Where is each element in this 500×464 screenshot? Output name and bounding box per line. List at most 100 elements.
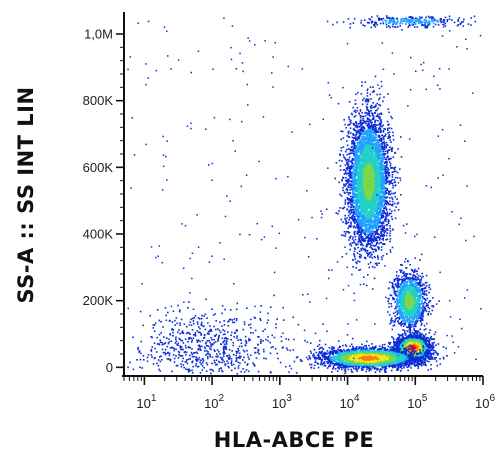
event-dot bbox=[354, 115, 357, 117]
event-dot bbox=[375, 104, 377, 106]
event-dot bbox=[354, 103, 357, 105]
event-dot bbox=[357, 241, 360, 243]
event-dot bbox=[358, 128, 360, 131]
event-dot bbox=[348, 236, 351, 239]
event-dot bbox=[376, 102, 379, 105]
event-dot bbox=[384, 218, 386, 221]
event-dot bbox=[380, 179, 383, 181]
event-dot bbox=[388, 111, 390, 114]
event-dot bbox=[380, 249, 383, 251]
event-dot bbox=[361, 99, 364, 102]
event-dot bbox=[350, 212, 353, 214]
event-dot bbox=[392, 186, 394, 189]
event-dot bbox=[388, 213, 391, 216]
event-dot bbox=[357, 222, 359, 224]
event-dot bbox=[377, 236, 379, 239]
event-dot bbox=[386, 155, 389, 157]
event-dot bbox=[345, 148, 348, 151]
event-dot bbox=[359, 120, 362, 123]
event-dot bbox=[364, 157, 366, 159]
event-dot bbox=[368, 111, 370, 114]
event-dot bbox=[366, 178, 368, 181]
event-dot bbox=[385, 234, 388, 237]
event-dot bbox=[352, 166, 355, 168]
event-dot bbox=[380, 235, 382, 237]
event-dot bbox=[370, 232, 372, 235]
event-dot bbox=[359, 125, 361, 127]
event-dot bbox=[358, 219, 360, 221]
event-dot bbox=[343, 157, 346, 159]
event-dot bbox=[375, 238, 377, 240]
event-dot bbox=[359, 140, 361, 143]
event-dot bbox=[375, 200, 378, 202]
event-dot bbox=[361, 236, 364, 238]
event-dot bbox=[347, 160, 350, 163]
event-dot bbox=[350, 140, 353, 143]
event-dot bbox=[353, 250, 356, 253]
event-dot bbox=[376, 204, 379, 207]
event-dot bbox=[361, 133, 363, 135]
event-dot bbox=[386, 167, 389, 169]
event-dot bbox=[364, 256, 367, 259]
event-dot bbox=[347, 148, 350, 150]
event-dot bbox=[384, 177, 386, 179]
event-dot bbox=[370, 180, 373, 183]
event-dot bbox=[360, 213, 362, 215]
event-dot bbox=[399, 168, 401, 170]
event-dot bbox=[359, 198, 362, 200]
event-dot bbox=[372, 135, 375, 137]
event-dot bbox=[368, 200, 370, 203]
event-dot bbox=[382, 177, 385, 179]
event-dot bbox=[390, 215, 393, 218]
event-dot bbox=[376, 242, 378, 244]
event-dot bbox=[361, 227, 363, 230]
event-dot bbox=[384, 202, 387, 204]
event-dot bbox=[368, 155, 371, 158]
event-dot bbox=[367, 211, 370, 213]
event-dot bbox=[380, 207, 382, 209]
event-dot bbox=[352, 149, 354, 152]
event-dot bbox=[391, 179, 393, 181]
event-dot bbox=[356, 124, 358, 127]
event-dot bbox=[392, 184, 394, 187]
event-dot bbox=[353, 213, 355, 215]
event-dot bbox=[370, 246, 373, 249]
event-dot bbox=[380, 122, 382, 124]
event-dot bbox=[392, 156, 395, 158]
event-dot bbox=[348, 118, 351, 120]
event-dot bbox=[372, 86, 374, 88]
event-dot bbox=[348, 219, 351, 221]
event-dot bbox=[374, 125, 376, 128]
event-dot bbox=[374, 234, 376, 236]
event-dot bbox=[349, 216, 351, 219]
event-dot bbox=[351, 204, 354, 206]
event-dot bbox=[375, 162, 377, 165]
event-dot bbox=[391, 204, 394, 207]
event-dot bbox=[366, 92, 369, 94]
event-dot bbox=[369, 226, 372, 229]
event-dot bbox=[367, 98, 370, 101]
event-dot bbox=[371, 91, 374, 93]
event-dot bbox=[366, 203, 369, 206]
event-dot bbox=[369, 138, 372, 141]
event-dot bbox=[372, 126, 374, 129]
event-dot bbox=[350, 235, 352, 238]
event-dot bbox=[387, 149, 389, 152]
event-dot bbox=[362, 189, 364, 192]
event-dot bbox=[381, 173, 384, 175]
event-dot bbox=[386, 129, 389, 131]
event-dot bbox=[383, 204, 386, 206]
event-dot bbox=[355, 187, 357, 189]
event-dot bbox=[381, 214, 383, 217]
event-dot bbox=[350, 203, 352, 206]
event-dot bbox=[354, 235, 357, 238]
event-dot bbox=[383, 231, 386, 234]
event-dot bbox=[347, 132, 350, 135]
event-dot bbox=[376, 93, 379, 96]
event-dot bbox=[365, 165, 367, 168]
event-dot bbox=[345, 231, 348, 233]
event-dot bbox=[389, 165, 392, 167]
event-dot bbox=[370, 244, 372, 247]
event-dot bbox=[339, 169, 342, 171]
event-dot bbox=[351, 165, 353, 168]
